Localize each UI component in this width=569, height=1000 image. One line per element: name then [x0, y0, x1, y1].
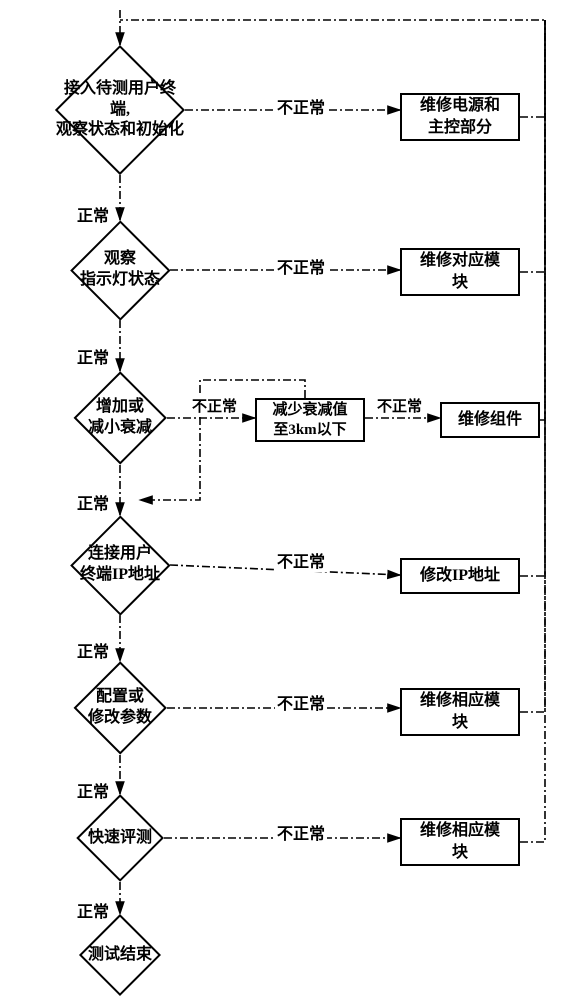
node-r2: 维修对应模块 [400, 248, 520, 296]
edge-label-e6_d: 正常 [75, 898, 111, 922]
edge-label-e3_r: 不正常 [190, 395, 239, 416]
edge [520, 20, 545, 576]
edge-label-e3_d: 正常 [75, 490, 111, 514]
node-r3b: 维修组件 [440, 402, 540, 438]
edge [520, 20, 545, 712]
edge-label-e6_r: 不正常 [275, 820, 327, 844]
node-r6: 维修相应模块 [400, 818, 520, 866]
node-r5: 维修相应模块 [400, 688, 520, 736]
edge-label-e4_d: 正常 [75, 638, 111, 662]
node-r4: 修改IP地址 [400, 558, 520, 594]
node-r3a: 减少衰减值至3km以下 [255, 398, 365, 442]
edge-label-e2_r: 不正常 [275, 254, 327, 278]
edge-label-e1_r: 不正常 [275, 94, 327, 118]
node-r1: 维修电源和主控部分 [400, 93, 520, 141]
edge-label-e4_r: 不正常 [275, 548, 327, 572]
edge-label-e3b_r: 不正常 [375, 395, 424, 416]
edge-label-e5_d: 正常 [75, 778, 111, 802]
edge-label-e5_r: 不正常 [275, 690, 327, 714]
edge-label-e2_d: 正常 [75, 344, 111, 368]
edge-label-e1_d: 正常 [75, 202, 111, 226]
edge [520, 20, 545, 272]
